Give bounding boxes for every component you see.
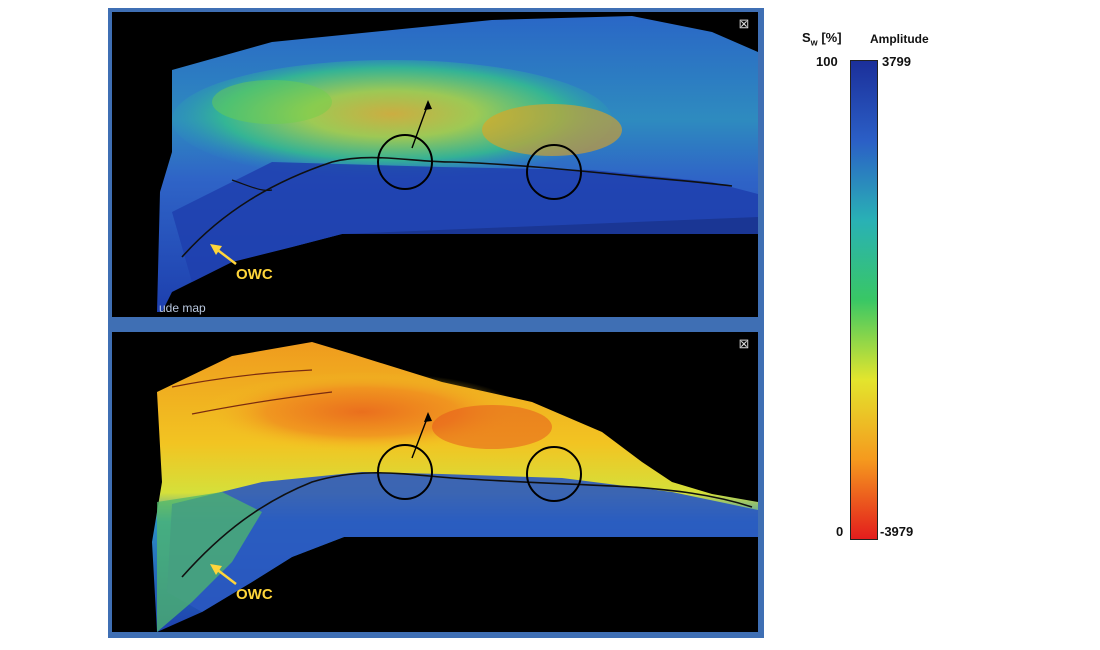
well-circle	[526, 446, 582, 502]
oil-water-contact	[181, 156, 733, 258]
well-circle	[377, 444, 433, 500]
owc-arrowhead	[210, 564, 222, 575]
high-amplitude-zone	[172, 60, 612, 180]
high-amplitude-zone	[482, 104, 622, 156]
owc-label: OWC	[236, 266, 273, 283]
well-trajectory	[411, 103, 429, 149]
green-transition-zone	[157, 492, 262, 632]
well-circle	[526, 144, 582, 200]
sw-subscript: w	[810, 37, 818, 48]
owc-label: OWC	[236, 586, 273, 603]
color-scale-bar	[850, 60, 878, 540]
owc-arrowhead	[210, 244, 222, 255]
sw-legend-title: Sw [%]	[802, 30, 842, 48]
map-frame: OWC ude map ⊠	[108, 8, 764, 638]
sw-min-value: 0	[836, 524, 844, 539]
amplitude-map-canvas	[157, 16, 758, 312]
crosshair-icon[interactable]: ⊠	[738, 16, 750, 31]
oil-water-contact	[181, 472, 753, 578]
well-arrowhead	[424, 412, 432, 422]
map-caption: ude map	[159, 301, 206, 315]
saturation-map-canvas	[152, 342, 758, 632]
amplitude-min-value: -3979	[880, 524, 914, 539]
fault-line	[171, 369, 313, 388]
well-arrowhead	[424, 100, 432, 110]
high-amplitude-zone	[212, 80, 332, 124]
color-legend: Sw [%] Amplitude 100 3799 0 -3979	[800, 30, 960, 550]
amplitude-max-value: 3799	[882, 54, 911, 69]
well-trajectory	[411, 415, 429, 459]
fault-line	[231, 179, 273, 192]
well-circle	[377, 134, 433, 190]
lower-body	[172, 162, 758, 282]
water-zone	[167, 472, 758, 612]
amplitude-legend-title: Amplitude	[870, 32, 929, 46]
amplitude-map-panel: OWC ude map ⊠	[112, 12, 758, 317]
sw-unit: [%]	[821, 30, 842, 45]
crosshair-icon[interactable]: ⊠	[738, 336, 750, 351]
high-saturation-zone	[432, 405, 552, 449]
sw-symbol: S	[802, 30, 811, 45]
saturation-map-panel: OWC ⊠	[112, 332, 758, 632]
fault-line	[191, 391, 333, 415]
sw-max-value: 100	[816, 54, 838, 69]
